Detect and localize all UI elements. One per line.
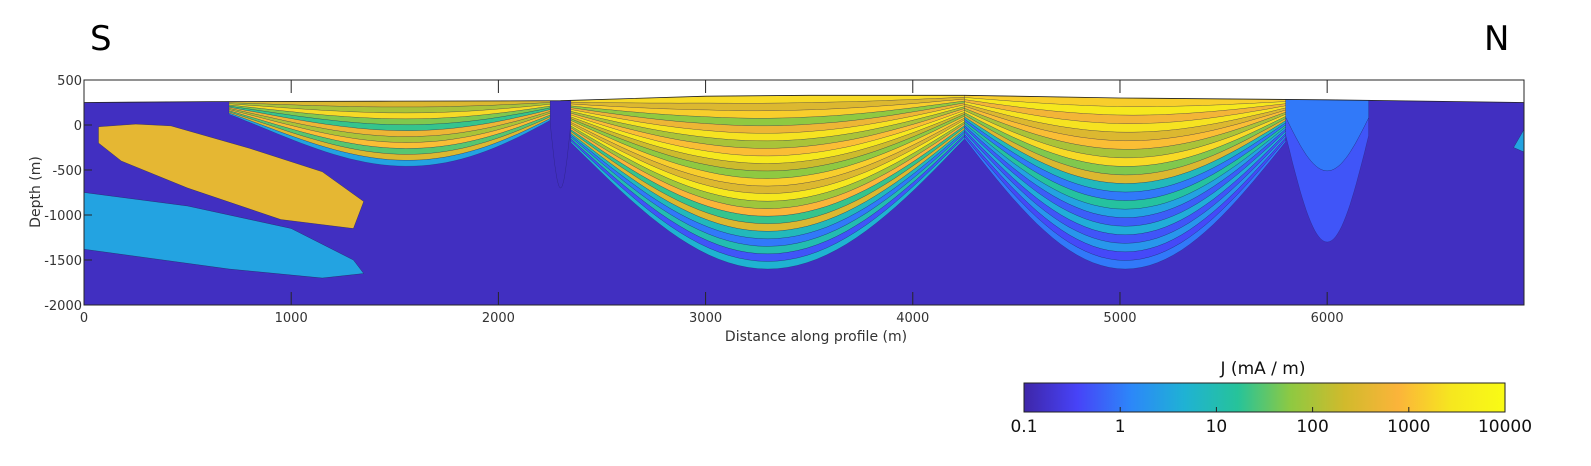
surface-line bbox=[83, 94, 1525, 103]
x-tick-label: 3000 bbox=[689, 311, 722, 326]
y-tick-label: 500 bbox=[57, 74, 82, 89]
x-tick-label: 1000 bbox=[275, 311, 308, 326]
colorbar: J (mA / m) 0.1 1 10 100 1000 10000 bbox=[1010, 359, 1532, 437]
colorbar-tick-label: 0.1 bbox=[1010, 417, 1037, 437]
y-tick-label: -1500 bbox=[44, 254, 82, 269]
layer-band bbox=[1285, 117, 1369, 243]
colorbar-tick-label: 10 bbox=[1206, 417, 1228, 437]
colorbar-tick-label: 1000 bbox=[1387, 417, 1430, 437]
y-tick-label: -1000 bbox=[44, 209, 82, 224]
x-axis: 0 1000 2000 3000 4000 5000 6000 bbox=[80, 80, 1344, 326]
y-axis-label: Depth (m) bbox=[28, 156, 44, 228]
colorbar-tick-label: 100 bbox=[1296, 417, 1328, 437]
y-tick-label: -2000 bbox=[44, 299, 82, 314]
anomaly-body bbox=[98, 123, 365, 229]
air-region bbox=[84, 80, 1524, 103]
colorbar-ticks: 0.1 1 10 100 1000 10000 bbox=[1010, 407, 1532, 437]
x-tick-label: 0 bbox=[80, 311, 88, 326]
colorbar-title: J (mA / m) bbox=[1220, 359, 1306, 379]
colorbar-tick-label: 10000 bbox=[1478, 417, 1532, 437]
colorbar-tick-label: 1 bbox=[1115, 417, 1126, 437]
direction-label-south: S bbox=[90, 19, 112, 59]
colorbar-gradient bbox=[1023, 382, 1506, 413]
layer-band bbox=[964, 136, 1286, 270]
y-tick-label: -500 bbox=[52, 164, 82, 179]
x-tick-label: 4000 bbox=[896, 311, 929, 326]
plot-area bbox=[83, 79, 1525, 306]
direction-label-north: N bbox=[1484, 19, 1509, 59]
x-tick-label: 2000 bbox=[482, 311, 515, 326]
x-tick-label: 6000 bbox=[1311, 311, 1344, 326]
x-tick-label: 5000 bbox=[1103, 311, 1136, 326]
x-axis-label: Distance along profile (m) bbox=[725, 329, 907, 345]
anomaly-body bbox=[84, 192, 365, 279]
y-tick-label: 0 bbox=[74, 119, 82, 134]
y-axis: 500 0 -500 -1000 -1500 -2000 bbox=[44, 74, 92, 314]
axes-box bbox=[83, 79, 1525, 306]
anomaly-body bbox=[1513, 129, 1524, 153]
